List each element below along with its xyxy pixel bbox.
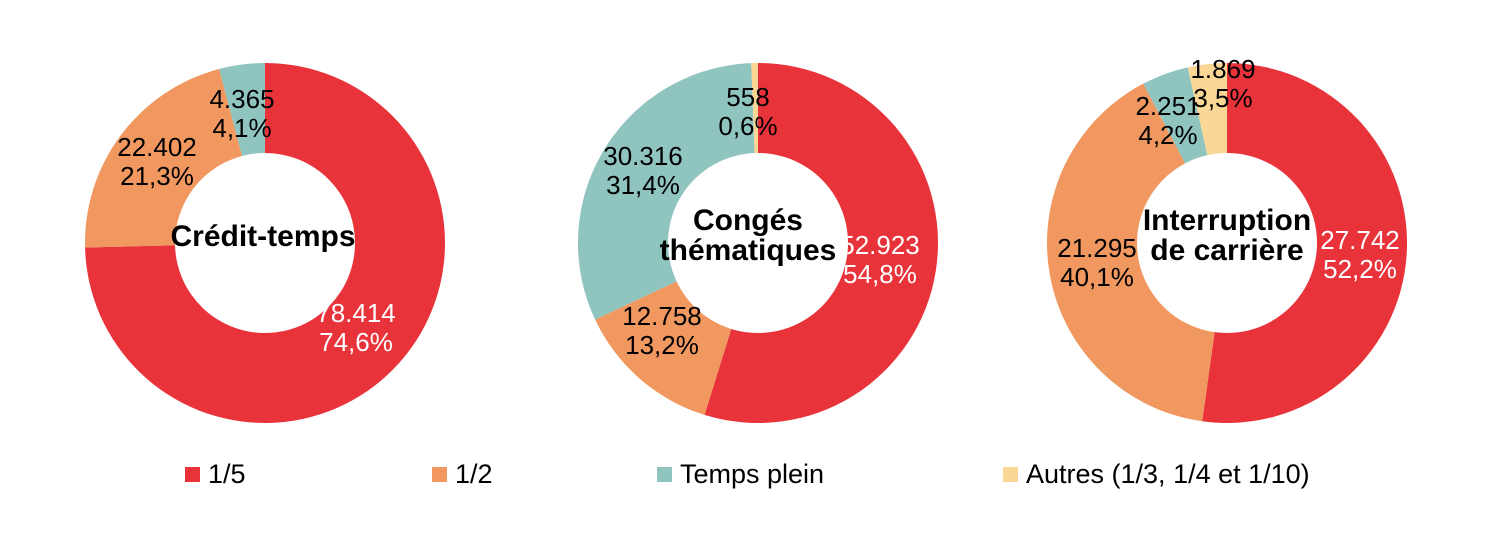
- slice-pct: 3,5%: [1193, 83, 1253, 113]
- donut-segment-1-5: [85, 63, 446, 423]
- slice-value: 1.869: [1190, 54, 1256, 84]
- legend-item-autres: Autres (1/3, 1/4 et 1/10): [1003, 459, 1310, 489]
- donut-chart-credit-temps: [85, 63, 446, 423]
- legend-swatch-yellow: [1003, 466, 1018, 482]
- legend-swatch-teal: [657, 466, 672, 482]
- slice-pct: 4,1%: [212, 113, 272, 143]
- slice-label-1-2: 21.295 40,1%: [1057, 234, 1137, 292]
- slice-label-1-5: 27.742 52,2%: [1320, 226, 1400, 284]
- slice-label-1-2: 22.402 21,3%: [117, 133, 197, 191]
- donut-segment-1-5: [704, 63, 938, 423]
- chart-title-conges-thematiques: Congés thématiques: [660, 206, 837, 266]
- chart-title-interruption-de-carriere: Interruption de carrière: [1143, 206, 1311, 266]
- donut-segment-autres-1-3-1-4-et-1-10: [751, 63, 758, 154]
- slice-label-autres: 1.869 3,5%: [1190, 55, 1255, 113]
- slice-pct: 4,2%: [1138, 120, 1198, 150]
- slice-pct: 54,8%: [843, 259, 917, 289]
- donut-chart-conges-thematiques: [578, 63, 938, 423]
- donut-segment-1-2: [85, 68, 243, 248]
- slice-pct: 52,2%: [1323, 254, 1397, 284]
- slice-pct: 0,6%: [718, 111, 778, 141]
- slice-value: 2.251: [1135, 91, 1201, 121]
- legend-label: Temps plein: [680, 459, 825, 489]
- donut-segment-1-2: [595, 281, 732, 415]
- chart-title-line: Interruption: [1142, 204, 1312, 237]
- slice-pct: 31,4%: [606, 170, 680, 200]
- slice-label-temps-plein: 4.365 4,1%: [209, 85, 274, 143]
- legend-swatch-orange: [432, 466, 447, 482]
- donut-segment-temps-plein: [219, 63, 265, 156]
- legend-label: 1/5: [208, 459, 246, 489]
- legend-label: 1/2: [455, 459, 493, 489]
- legend-item-temps-plein: Temps plein: [657, 459, 824, 489]
- slice-value: 27.742: [1320, 225, 1400, 255]
- donut-segment-autres-1-3-1-4-et-1-10: [1187, 63, 1227, 156]
- slice-pct: 40,1%: [1060, 262, 1134, 292]
- chart-title-credit-temps: Crédit-temps: [170, 222, 355, 252]
- legend-item-1-2: 1/2: [432, 459, 493, 489]
- donut-chart-interruption-de-carriere: [1047, 63, 1408, 423]
- slice-pct: 21,3%: [120, 161, 194, 191]
- legend-label: Autres (1/3, 1/4 et 1/10): [1026, 459, 1310, 489]
- legend-swatch-red: [185, 466, 200, 482]
- slice-label-temps-plein: 30.316 31,4%: [603, 142, 683, 200]
- legend-item-1-5: 1/5: [185, 459, 246, 489]
- slice-label-1-5: 78.414 74,6%: [316, 299, 396, 357]
- chart-title-line: thématiques: [659, 234, 837, 267]
- chart-title-line: de carrière: [1150, 234, 1304, 267]
- chart-title-line: Crédit-temps: [170, 220, 356, 253]
- slice-label-temps-plein: 2.251 4,2%: [1135, 92, 1200, 150]
- slice-value: 12.758: [622, 301, 702, 331]
- slice-value: 52.923: [840, 230, 920, 260]
- slice-pct: 74,6%: [319, 327, 393, 357]
- chart-title-line: Congés: [692, 204, 803, 237]
- donut-segment-1-2: [1047, 83, 1215, 422]
- donut-segment-temps-plein: [578, 63, 755, 320]
- slice-value: 4.365: [209, 84, 275, 114]
- slice-value: 21.295: [1057, 233, 1137, 263]
- donut-segment-temps-plein: [1143, 67, 1208, 164]
- donut-segment-1-5: [1202, 63, 1408, 423]
- slice-label-1-5: 52.923 54,8%: [840, 231, 920, 289]
- slice-label-1-2: 12.758 13,2%: [622, 302, 702, 360]
- slice-value: 558: [726, 82, 770, 112]
- slice-value: 78.414: [316, 298, 396, 328]
- slice-pct: 13,2%: [625, 330, 699, 360]
- slice-value: 30.316: [603, 141, 683, 171]
- slice-value: 22.402: [117, 132, 197, 162]
- slice-label-autres: 558 0,6%: [718, 83, 777, 141]
